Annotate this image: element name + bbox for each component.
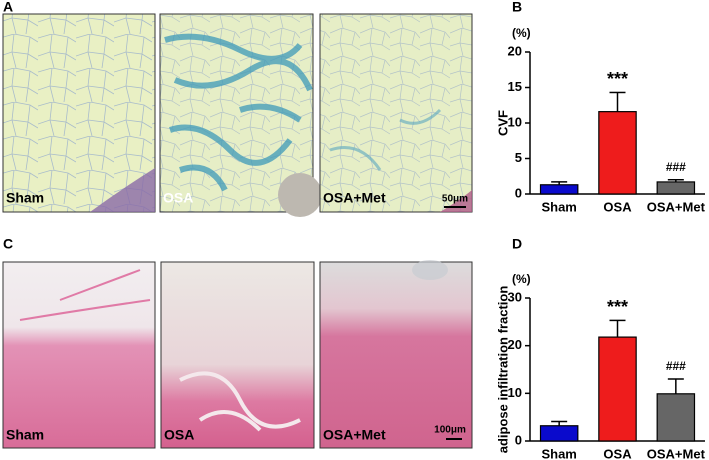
scale-label: 100μm xyxy=(434,425,466,436)
y-tick-label: 20 xyxy=(508,337,522,352)
x-tick-label: OSA xyxy=(603,446,632,460)
image-label: OSA+Met xyxy=(323,190,386,206)
significance-label: *** xyxy=(607,297,628,317)
unit-label: (%) xyxy=(512,26,531,40)
scale-label: 50μm xyxy=(442,194,468,205)
image-label: Sham xyxy=(6,427,44,443)
bar xyxy=(539,425,579,442)
micrograph xyxy=(159,13,322,217)
error-bar xyxy=(609,91,626,112)
micrograph xyxy=(2,13,156,213)
image-label: OSA xyxy=(164,427,194,443)
bar xyxy=(598,111,637,195)
error-bar xyxy=(667,378,684,394)
x-tick-label: Sham xyxy=(541,199,576,214)
error-bar xyxy=(551,181,568,185)
y-axis-label: adipose infiltration fraction xyxy=(495,286,510,454)
y-tick-label: 10 xyxy=(508,385,522,400)
significance-label: ### xyxy=(666,359,686,373)
bar xyxy=(539,184,579,195)
y-axis-label: CVF xyxy=(495,110,510,136)
y-tick-label: 20 xyxy=(508,43,522,58)
image-label: Sham xyxy=(6,190,44,206)
image-label: OSA xyxy=(163,190,193,206)
bar xyxy=(656,393,696,442)
panel-letter: D xyxy=(512,236,522,252)
error-bar xyxy=(667,179,684,182)
x-tick-label: Sham xyxy=(541,446,576,460)
y-tick-label: 5 xyxy=(515,150,522,165)
y-tick-label: 0 xyxy=(515,432,522,447)
significance-label: *** xyxy=(607,69,628,89)
significance-label: ### xyxy=(666,160,686,174)
error-bar xyxy=(609,319,626,338)
y-tick-label: 30 xyxy=(508,289,522,304)
x-tick-label: OSA+Met xyxy=(647,199,706,214)
micrograph xyxy=(319,260,473,449)
panel-letter: A xyxy=(3,0,13,15)
micrograph xyxy=(319,13,473,213)
y-tick-label: 15 xyxy=(508,79,522,94)
micrograph xyxy=(2,261,156,449)
panel-letter: C xyxy=(3,236,13,252)
panel-letter: B xyxy=(512,0,522,15)
image-label: OSA+Met xyxy=(323,427,386,443)
x-tick-label: OSA xyxy=(603,199,632,214)
y-tick-label: 10 xyxy=(508,114,522,129)
y-tick-label: 0 xyxy=(515,185,522,200)
bar xyxy=(656,181,696,195)
micrograph xyxy=(160,261,315,449)
unit-label: (%) xyxy=(512,272,531,286)
bar xyxy=(598,336,637,442)
error-bar xyxy=(551,420,568,426)
x-tick-label: OSA+Met xyxy=(647,446,706,460)
